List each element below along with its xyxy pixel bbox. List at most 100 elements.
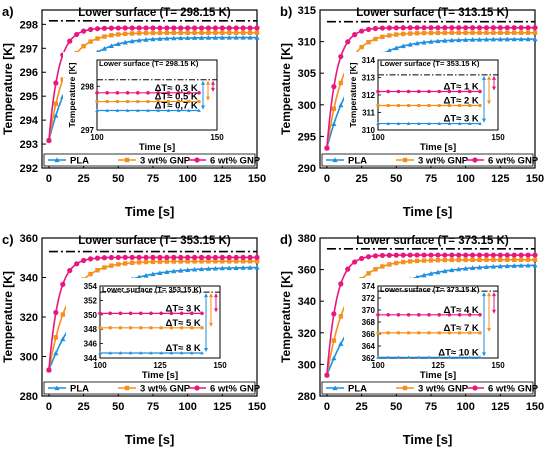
data-point: [109, 33, 114, 38]
data-point: [53, 80, 59, 86]
data-point: [491, 257, 496, 263]
data-point: [379, 25, 386, 31]
inset-data-point: [396, 355, 401, 359]
data-point: [525, 262, 531, 268]
data-point: [366, 40, 371, 45]
inset-data-point: [95, 108, 99, 112]
panel-label: b): [280, 4, 292, 19]
data-point: [240, 30, 246, 35]
y-tick-label: 294: [20, 115, 39, 127]
legend-box: [43, 381, 256, 395]
data-point: [123, 261, 128, 266]
data-point: [212, 265, 218, 271]
inset-y-axis-label: Temperature [K]: [67, 62, 77, 127]
x-axis-label: Time [s]: [125, 204, 175, 219]
data-point: [185, 259, 190, 264]
data-point: [490, 25, 496, 31]
inset-data-point: [478, 103, 482, 108]
data-point: [198, 254, 205, 260]
arrow-head: [492, 86, 496, 91]
delta-t-annotation: ΔT≈ 2 K: [444, 96, 479, 107]
data-point: [136, 31, 142, 36]
data-point: [491, 30, 496, 35]
data-point: [456, 30, 461, 36]
x-tick-label: 125: [491, 401, 509, 413]
data-point: [518, 252, 524, 258]
inset-data-point: [376, 355, 380, 359]
inset-data-point: [406, 121, 411, 126]
data-point: [206, 259, 211, 264]
data-point: [136, 260, 142, 265]
data-point: [532, 25, 538, 31]
data-point: [345, 39, 351, 45]
inset: 362 364 366 368 370 372 374 100 125 150 Time [s] Lo…: [344, 278, 514, 381]
inset-y-tick-label: 313: [362, 74, 376, 83]
inset-data-point: [447, 103, 451, 108]
arrow-head: [204, 347, 208, 352]
data-point: [449, 30, 454, 36]
inset-data-point: [169, 326, 173, 330]
inset-y-tick-label: 310: [362, 126, 376, 135]
x-axis-label: Time [s]: [403, 432, 453, 447]
data-point: [129, 25, 135, 31]
data-point: [394, 32, 399, 37]
data-point: [227, 259, 232, 264]
inset-data-point: [128, 351, 133, 355]
inset-data-point: [128, 311, 133, 316]
data-point: [81, 28, 87, 34]
data-point: [102, 265, 107, 270]
data-point: [483, 252, 490, 258]
data-point: [212, 25, 218, 31]
data-point: [331, 311, 337, 317]
inset-data-point: [447, 331, 451, 335]
data-point: [324, 145, 330, 151]
data-point: [123, 31, 128, 37]
data-point: [463, 30, 468, 35]
data-point: [428, 30, 434, 36]
data-point: [456, 266, 462, 272]
data-point: [338, 80, 344, 86]
data-point: [421, 25, 427, 31]
delta-t-annotation: ΔT≈ 8 K: [166, 343, 201, 354]
data-point: [67, 38, 73, 44]
inset-data-point: [468, 355, 472, 359]
data-point: [164, 25, 170, 31]
inset-data-point: [457, 121, 462, 126]
data-point: [372, 253, 379, 259]
inset-data-point: [98, 351, 102, 355]
data-point: [470, 30, 475, 35]
data-point: [338, 53, 344, 60]
data-point: [407, 31, 413, 36]
data-point: [477, 30, 482, 35]
inset-x-tick-label: 100: [371, 133, 385, 142]
data-point: [185, 30, 190, 35]
data-point: [88, 271, 93, 277]
data-point: [366, 271, 371, 276]
data-point: [219, 254, 225, 260]
inset-x-axis-label: Time [s]: [142, 370, 178, 381]
data-point: [136, 254, 142, 260]
inset-x-tick-label: 100: [90, 133, 104, 142]
data-point: [205, 35, 212, 40]
legend: PLA 3 wt% GNP 6 wt% GNP: [321, 381, 539, 395]
data-point: [421, 252, 427, 258]
data-point: [143, 259, 149, 265]
y-axis-label: Temperature [K]: [279, 271, 293, 363]
inset-data-point: [146, 100, 150, 104]
data-point: [331, 84, 337, 90]
data-point: [400, 43, 406, 49]
x-axis-label: Time [s]: [403, 204, 453, 219]
data-point: [185, 267, 191, 273]
data-point: [428, 252, 434, 258]
data-point: [456, 252, 462, 258]
data-point: [87, 26, 94, 33]
inset-data-point: [190, 326, 194, 330]
y-tick-label: 340: [298, 296, 316, 308]
inset-data-point: [156, 100, 160, 104]
inset-data-point: [478, 355, 482, 359]
inset-data-point: [187, 100, 191, 104]
inset-data-point: [417, 121, 421, 126]
inset-x-axis-label: Time [s]: [420, 370, 456, 381]
inset-data-point: [386, 89, 390, 94]
